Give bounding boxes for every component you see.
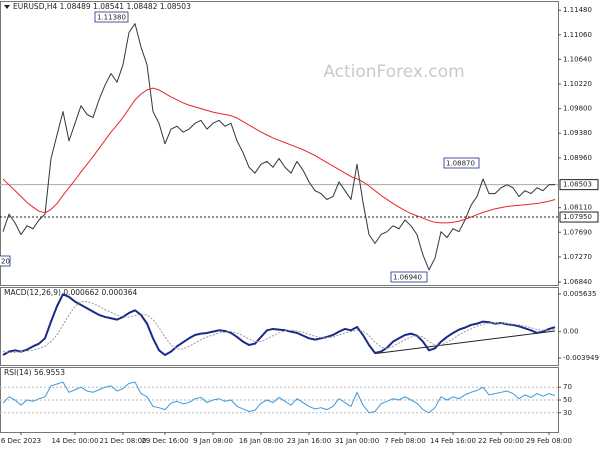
y-tick-label: 30 [563, 409, 572, 417]
current-price-label: 1.08503 [563, 181, 592, 189]
x-tick-label: 29 Feb 08:00 [526, 437, 572, 445]
annotation: 1.08870 [446, 160, 475, 168]
x-tick-label: 23 Jan 16:00 [287, 437, 331, 445]
watermark: ActionForex.com [323, 62, 464, 82]
y-tick-label: -0.003949 [563, 354, 599, 362]
macd-title: MACD(12,26,9) 0.000662 0.000364 [4, 288, 138, 297]
price-title: EURUSD,H4 1.08489 1.08541 1.08482 1.0850… [13, 2, 191, 11]
y-tick-label: 1.08960 [563, 154, 592, 162]
series-line [2, 293, 556, 356]
y-tick-label: 70 [563, 383, 572, 391]
x-tick-label: 14 Feb 16:00 [430, 437, 476, 445]
price-box [559, 179, 599, 191]
dropdown-icon [4, 5, 10, 9]
annotation-box [94, 11, 129, 23]
y-tick-label: 1.10640 [563, 55, 592, 63]
x-tick-label: 22 Feb 00:00 [478, 437, 524, 445]
price-box [559, 211, 599, 223]
y-tick-label: 1.10220 [563, 80, 592, 88]
series-line [2, 301, 556, 353]
x-tick-label: 16 Jan 08:00 [239, 437, 283, 445]
x-tick-label: 21 Dec 08:00 [99, 437, 146, 445]
x-tick-label: 14 Dec 00:00 [51, 437, 98, 445]
macd-panel [0, 287, 559, 366]
x-tick-label: 7 Feb 08:00 [384, 437, 425, 445]
y-tick-label: 1.08110 [563, 204, 592, 212]
annotation: 1.11380 [97, 14, 126, 22]
y-tick-label: 1.06840 [563, 278, 592, 286]
series-line [2, 381, 556, 414]
y-tick-label: 1.11480 [563, 6, 592, 14]
y-tick-label: 1.07270 [563, 253, 592, 261]
annotation-box [443, 157, 480, 169]
x-tick-label: 9 Jan 08:00 [193, 437, 233, 445]
y-tick-label: 1.11060 [563, 31, 592, 39]
rsi-title: RSI(14) 56.9553 [4, 368, 65, 377]
annotation: 20 [1, 258, 10, 266]
x-tick-label: 6 Dec 2023 [1, 437, 41, 445]
y-tick-label: 1.09800 [563, 105, 592, 113]
annotation: 1.06940 [393, 274, 422, 282]
y-tick-label: 1.07690 [563, 228, 592, 236]
annotation-box [0, 255, 11, 267]
y-tick-label: 0.00 [563, 328, 579, 336]
support-label: 1.07950 [563, 213, 592, 221]
series-line [2, 23, 556, 271]
series-line [2, 87, 556, 224]
x-tick-label: 31 Jan 00:00 [335, 437, 379, 445]
y-tick-label: 1.09380 [563, 129, 592, 137]
annotation-box [390, 271, 428, 283]
y-tick-label: 50 [563, 396, 572, 404]
price-panel [0, 1, 559, 286]
trend-line [374, 330, 556, 355]
y-tick-label: 0.005635 [563, 290, 596, 298]
x-tick-label: 29 Dec 16:00 [141, 437, 188, 445]
